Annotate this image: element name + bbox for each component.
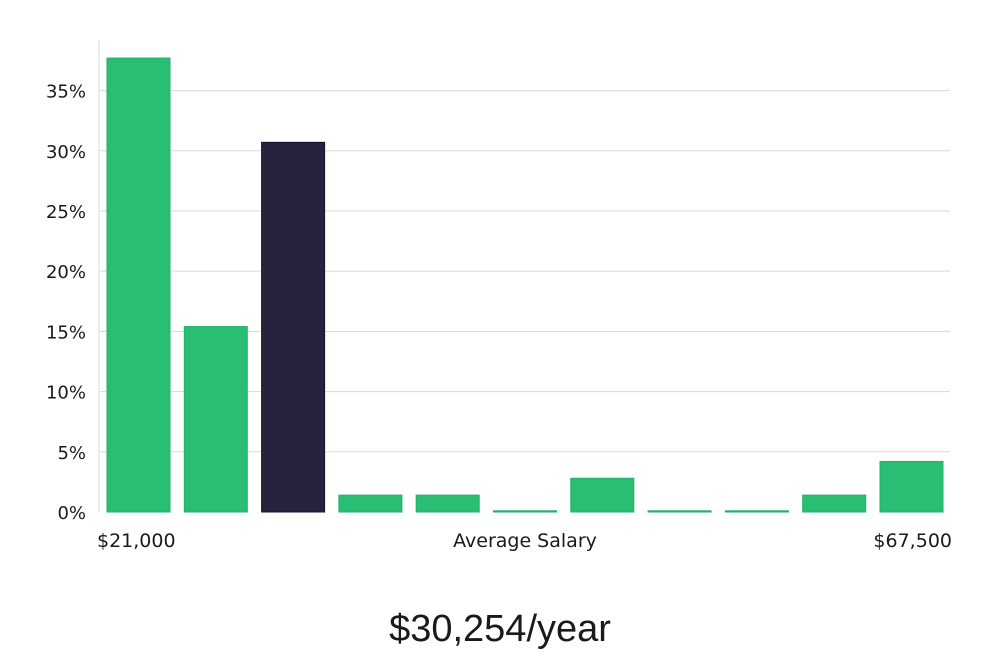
y-tick-label: 25% — [46, 202, 86, 223]
bar — [879, 460, 944, 513]
bar — [493, 510, 557, 513]
bar-highlighted — [261, 141, 326, 513]
bar — [183, 326, 248, 513]
x-min-label: $21,000 — [97, 530, 176, 552]
salary-histogram: 0% 5% 10% 15% 20% 25% 30% 35% $21,000 Average S… — [46, 40, 952, 552]
y-tick-label: 15% — [46, 322, 86, 343]
bar — [802, 494, 867, 513]
bar — [415, 494, 480, 513]
x-max-label: $67,500 — [873, 530, 952, 552]
average-salary-headline: $30,254/year — [389, 608, 611, 650]
y-tick-labels: 0% 5% 10% 15% 20% 25% 30% 35% — [46, 82, 86, 524]
bars — [106, 57, 944, 513]
bar — [647, 510, 712, 513]
y-tick-label: 0% — [57, 503, 86, 524]
x-axis-title: Average Salary — [453, 530, 597, 552]
y-tick-label: 5% — [57, 443, 86, 464]
y-tick-label: 35% — [46, 82, 86, 103]
y-tick-label: 10% — [46, 383, 86, 404]
bar — [338, 494, 403, 513]
y-tick-label: 20% — [46, 262, 86, 283]
bar — [570, 477, 635, 513]
y-tick-label: 30% — [46, 142, 86, 163]
bar — [106, 57, 171, 513]
bar — [724, 510, 789, 513]
